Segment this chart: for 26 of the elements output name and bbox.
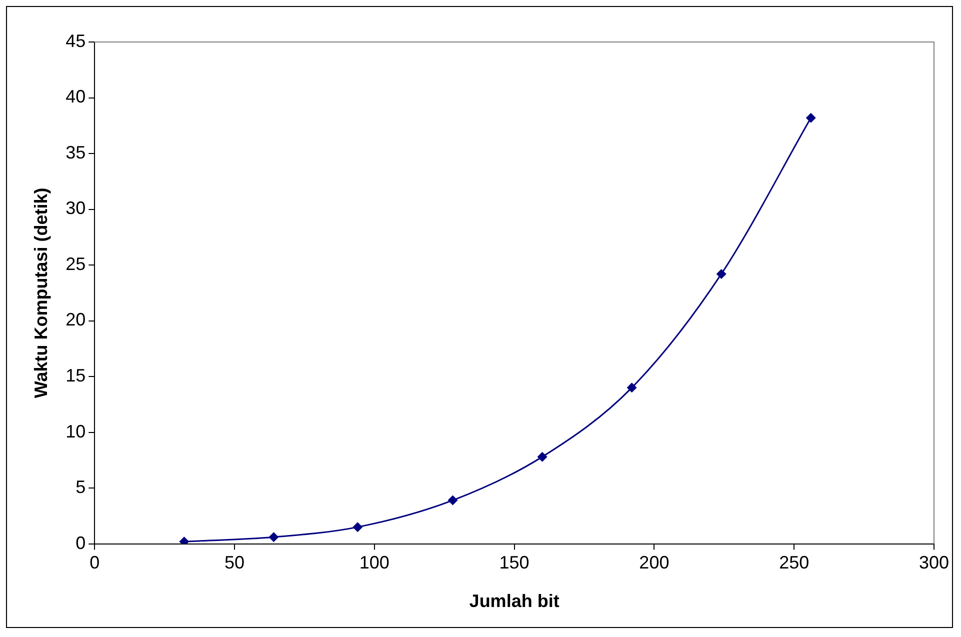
x-tick-label: 200 bbox=[639, 552, 670, 573]
point bbox=[626, 382, 637, 393]
y-tick-label: 0 bbox=[76, 532, 86, 553]
point bbox=[537, 452, 548, 462]
x-tick-label: 50 bbox=[224, 552, 245, 573]
y-tick-label: 30 bbox=[66, 198, 86, 218]
x-axis-title: Jumlah bit bbox=[469, 591, 560, 612]
y-tick-label: 20 bbox=[66, 310, 86, 330]
x-tick-label: 0 bbox=[90, 552, 100, 573]
x-tick-label: 100 bbox=[359, 552, 390, 573]
y-tick-label: 5 bbox=[76, 477, 86, 498]
y-tick-label: 10 bbox=[66, 421, 86, 442]
x-tick-label: 250 bbox=[779, 552, 810, 573]
x-tick-label: 300 bbox=[918, 552, 950, 573]
y-axis-title: Waktu Komputasi (detik) bbox=[30, 188, 51, 398]
point bbox=[716, 268, 726, 279]
y-tick-label: 25 bbox=[66, 254, 86, 274]
y-tick-label: 40 bbox=[66, 86, 86, 107]
point bbox=[268, 532, 279, 542]
y-tick-label: 15 bbox=[66, 366, 86, 386]
point bbox=[448, 495, 458, 506]
point bbox=[352, 522, 363, 532]
point bbox=[806, 112, 816, 123]
y-tick-label: 35 bbox=[66, 142, 86, 162]
y-tick-label: 45 bbox=[66, 30, 86, 51]
x-tick-label: 150 bbox=[499, 552, 530, 573]
